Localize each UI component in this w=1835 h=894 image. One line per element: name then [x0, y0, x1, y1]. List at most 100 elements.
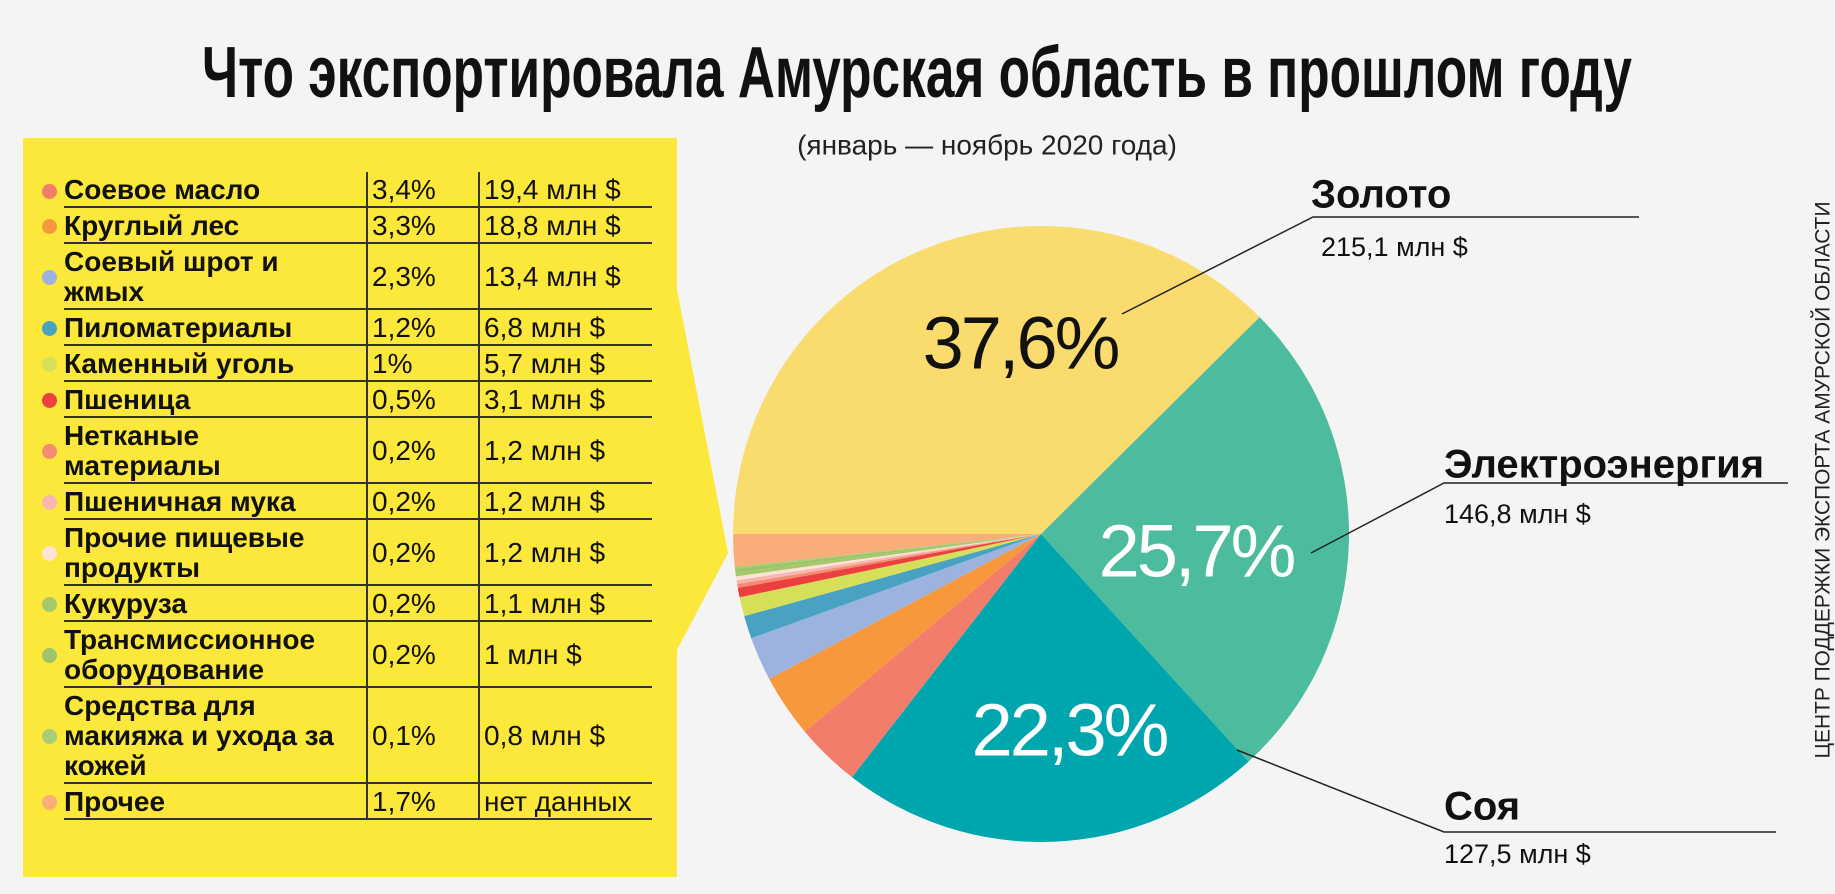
- chart-subtitle: (январь — ноябрь 2020 года): [797, 129, 1177, 160]
- legend-row: Пшеничная мука 0,2% 1,2 млн $: [42, 483, 652, 520]
- legend-row: Трансмиссионное оборудование 0,2% 1 млн $: [42, 621, 652, 688]
- legend-marker-cell: [42, 483, 64, 519]
- legend-marker-cell: [42, 585, 64, 621]
- pie-slice: [1041, 317, 1349, 762]
- legend-percent: 0,2%: [366, 483, 479, 520]
- legend-percent: 0,2%: [366, 417, 479, 484]
- legend-amount: 5,7 млн $: [478, 345, 652, 382]
- callout-name: Электроэнергия: [1444, 443, 1764, 487]
- legend-marker-cell: [42, 519, 64, 585]
- pie-slice: [733, 225, 1260, 534]
- pie-slice: [737, 534, 1041, 598]
- slice-label: 25,7%: [1099, 510, 1295, 593]
- pie-slice: [769, 534, 1041, 732]
- legend-amount: 1,2 млн $: [478, 519, 652, 586]
- legend-percent: 0,2%: [366, 585, 479, 622]
- legend-marker: [42, 357, 57, 372]
- legend-percent: 0,2%: [366, 621, 479, 688]
- legend-marker: [42, 795, 57, 810]
- callouts: 37,6% Золото 215,1 млн $ 25,7% Электроэнерги…: [923, 173, 1788, 869]
- legend-row: Средства для макияжа и ухода за кожей 0,1…: [42, 687, 652, 784]
- legend-table: Соевое масло 3,4% 19,4 млн $ Круглый лес 3,3…: [42, 172, 652, 820]
- legend-name: Кукуруза: [64, 585, 367, 622]
- legend-amount: 0,8 млн $: [478, 687, 652, 784]
- pie-slice: [751, 534, 1041, 679]
- legend-row: Круглый лес 3,3% 18,8 млн $: [42, 207, 652, 244]
- slice-label: 22,3%: [972, 689, 1168, 772]
- pie-slice: [852, 534, 1249, 842]
- legend-marker-cell: [42, 172, 64, 207]
- legend-percent: 1,2%: [366, 309, 479, 346]
- legend-percent: 0,5%: [366, 381, 479, 418]
- legend-amount: 18,8 млн $: [478, 207, 652, 244]
- legend-percent: 0,2%: [366, 519, 479, 586]
- source: ЦЕНТР ПОДДЕРЖКИ ЭКСПОРТА АМУРСКОЙ ОБЛАСТ…: [1811, 202, 1835, 759]
- pie: [733, 225, 1349, 842]
- legend-amount: 13,4 млн $: [478, 243, 652, 310]
- pie-slice: [734, 534, 1041, 569]
- legend-row: Пшеница 0,5% 3,1 млн $: [42, 381, 652, 418]
- pie-slice: [734, 534, 1041, 573]
- pie-slice: [735, 534, 1041, 577]
- legend-marker: [42, 270, 57, 285]
- legend-row: Соевое масло 3,4% 19,4 млн $: [42, 172, 652, 208]
- pie-slice: [737, 534, 1041, 588]
- legend-amount: 6,8 млн $: [478, 309, 652, 346]
- legend-name: Прочие пищевые продукты: [64, 519, 367, 586]
- legend-row: Прочие пищевые продукты 0,2% 1,2 млн $: [42, 519, 652, 586]
- legend-marker: [42, 495, 57, 510]
- legend-name: Прочее: [64, 783, 367, 820]
- legend-row: Прочее 1,7% нет данных: [42, 783, 652, 820]
- legend-marker-cell: [42, 621, 64, 687]
- legend-row: Кукуруза 0,2% 1,1 млн $: [42, 585, 652, 622]
- legend-row: Соевый шрот и жмых 2,3% 13,4 млн $: [42, 243, 652, 310]
- legend-percent: 2,3%: [366, 243, 479, 310]
- callout-name: Золото: [1311, 173, 1451, 217]
- legend-marker: [42, 729, 57, 744]
- legend-marker-cell: [42, 783, 64, 819]
- legend-percent: 3,3%: [366, 207, 479, 244]
- legend-amount: 1,1 млн $: [478, 585, 652, 622]
- legend-pointer: [650, 150, 728, 650]
- legend-marker-cell: [42, 207, 64, 243]
- pie-slice: [739, 534, 1041, 617]
- legend-percent: 3,4%: [366, 172, 479, 208]
- legend-name: Соевое масло: [64, 172, 367, 208]
- pie-slice: [736, 534, 1041, 585]
- legend-name: Соевый шрот и жмых: [64, 243, 367, 310]
- legend-marker: [42, 444, 57, 459]
- legend-marker-cell: [42, 687, 64, 783]
- pie-slice: [744, 534, 1041, 639]
- legend-percent: 1%: [366, 345, 479, 382]
- leader-line: [1310, 482, 1788, 554]
- legend-marker-cell: [42, 309, 64, 345]
- legend-amount: 1,2 млн $: [478, 417, 652, 484]
- legend-amount: 19,4 млн $: [478, 172, 652, 208]
- legend-marker: [42, 321, 57, 336]
- legend-marker-cell: [42, 417, 64, 483]
- legend-amount: 1,2 млн $: [478, 483, 652, 520]
- legend-name: Пшеница: [64, 381, 367, 418]
- legend-marker-cell: [42, 381, 64, 417]
- legend-marker-cell: [42, 243, 64, 309]
- legend-name: Каменный уголь: [64, 345, 367, 382]
- leader-line: [1236, 749, 1776, 833]
- legend-marker: [42, 219, 57, 234]
- pie-slice: [735, 534, 1041, 581]
- legend-row: Нетканые материалы 0,2% 1,2 млн $: [42, 417, 652, 484]
- legend-name: Трансмиссионное оборудование: [64, 621, 367, 688]
- callout-name: Соя: [1444, 785, 1520, 829]
- leader-line: [1121, 216, 1639, 315]
- legend-name: Круглый лес: [64, 207, 367, 244]
- legend-row: Каменный уголь 1% 5,7 млн $: [42, 345, 652, 382]
- legend-marker: [42, 183, 57, 199]
- pie-slice: [804, 534, 1041, 778]
- legend-name: Нетканые материалы: [64, 417, 367, 484]
- callout-amount: 215,1 млн $: [1321, 232, 1468, 262]
- legend-amount: 3,1 млн $: [478, 381, 652, 418]
- legend-name: Средства для макияжа и ухода за кожей: [64, 687, 367, 784]
- legend-percent: 0,1%: [366, 687, 479, 784]
- slice-label: 37,6%: [923, 302, 1119, 385]
- legend-marker-cell: [42, 345, 64, 381]
